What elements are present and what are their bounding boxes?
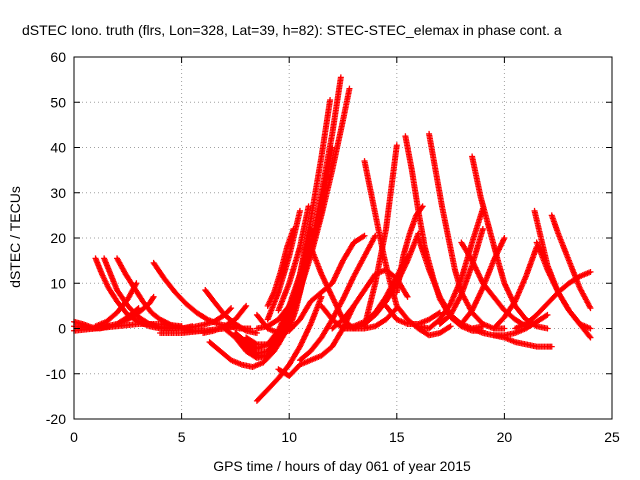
series-track bbox=[490, 244, 540, 332]
series-track bbox=[383, 302, 443, 327]
series-track bbox=[458, 235, 508, 327]
series-track bbox=[286, 239, 314, 332]
plus-markers bbox=[202, 287, 260, 337]
x-tick-label: 20 bbox=[497, 429, 513, 445]
y-tick-label: 20 bbox=[50, 230, 66, 246]
plus-markers bbox=[264, 207, 303, 323]
series-track bbox=[264, 225, 297, 309]
y-axis-label: dSTEC / TECUs bbox=[7, 186, 23, 288]
plus-markers bbox=[92, 280, 140, 330]
series-track bbox=[490, 332, 555, 350]
x-tick-label: 15 bbox=[389, 429, 405, 445]
series-track bbox=[92, 280, 140, 330]
series-track bbox=[264, 207, 303, 323]
plus-markers bbox=[458, 235, 508, 327]
y-tick-label: 0 bbox=[58, 321, 66, 337]
series-track bbox=[329, 266, 411, 332]
series-track bbox=[202, 287, 260, 337]
x-tick-label: 25 bbox=[604, 429, 620, 445]
x-tick-label: 0 bbox=[70, 429, 78, 445]
plus-markers bbox=[393, 203, 426, 296]
series-track bbox=[275, 203, 312, 314]
plus-markers bbox=[490, 244, 540, 332]
y-tick-label: 50 bbox=[50, 94, 66, 110]
plus-markers bbox=[490, 332, 555, 350]
x-tick-label: 5 bbox=[178, 429, 186, 445]
plus-markers bbox=[383, 302, 443, 327]
plus-markers bbox=[253, 232, 368, 337]
y-tick-label: 60 bbox=[50, 49, 66, 65]
plus-markers bbox=[512, 268, 594, 332]
plus-markers bbox=[286, 239, 314, 332]
plus-markers bbox=[361, 142, 400, 330]
plus-markers bbox=[361, 158, 454, 339]
series-track bbox=[533, 239, 594, 341]
plus-markers bbox=[264, 225, 297, 309]
series-track bbox=[512, 268, 594, 332]
series-track bbox=[361, 142, 400, 330]
data-markers bbox=[71, 74, 594, 404]
x-tick-label: 10 bbox=[281, 429, 297, 445]
series-track bbox=[253, 232, 368, 337]
plus-markers bbox=[533, 239, 594, 341]
y-tick-label: 10 bbox=[50, 275, 66, 291]
y-tick-label: -10 bbox=[46, 366, 66, 382]
series-track bbox=[114, 293, 157, 327]
y-tick-label: 40 bbox=[50, 140, 66, 156]
y-tick-label: -20 bbox=[46, 411, 66, 427]
x-axis-label: GPS time / hours of day 061 of year 2015 bbox=[213, 458, 471, 474]
series-track bbox=[361, 158, 454, 339]
y-tick-label: 30 bbox=[50, 185, 66, 201]
plus-markers bbox=[114, 293, 157, 327]
series-track bbox=[393, 203, 426, 296]
plus-markers bbox=[329, 266, 411, 332]
plus-markers bbox=[275, 203, 312, 314]
chart-title: dSTEC Iono. truth (flrs, Lon=328, Lat=39… bbox=[22, 22, 562, 38]
axis-ticks: 0 5 10 15 20 25 -20 -10 0 10 20 30 40 50 60 bbox=[46, 49, 620, 445]
